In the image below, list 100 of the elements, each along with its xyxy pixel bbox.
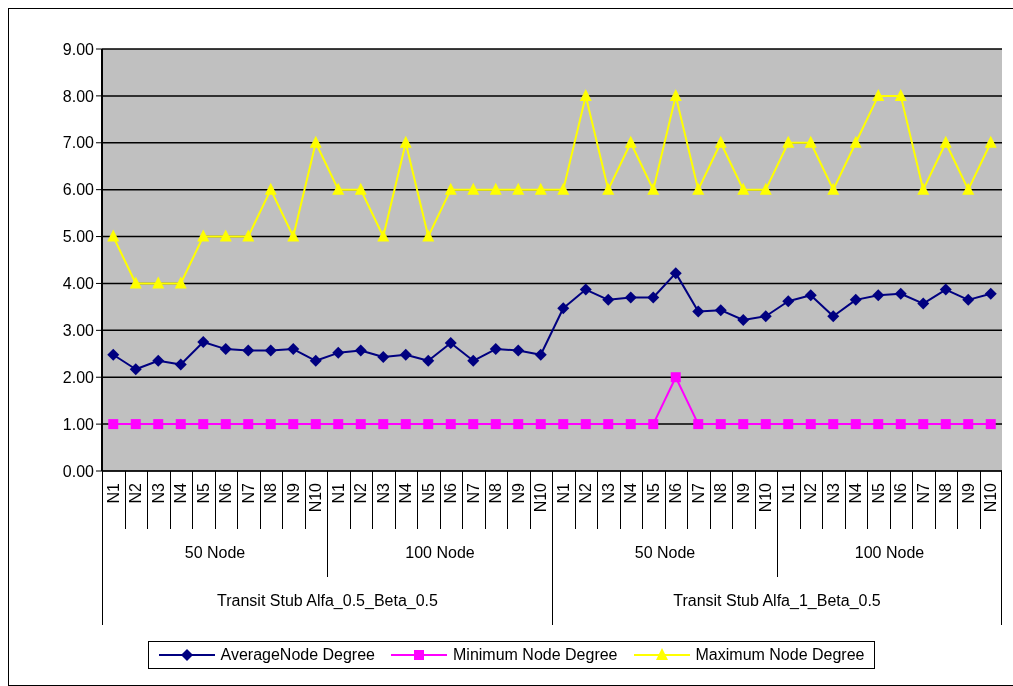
x-tick-label: N4 [847, 482, 865, 504]
point [242, 344, 255, 357]
x-tick-label: N2 [352, 482, 370, 504]
point [917, 182, 930, 195]
point [692, 305, 705, 318]
point [579, 283, 592, 296]
y-tick-label: 7.00 [62, 134, 95, 152]
point [219, 229, 232, 242]
x-tick-label: N4 [397, 482, 415, 504]
legend-label: Minimum Node Degree [453, 646, 618, 664]
x-tick-label: N8 [487, 482, 505, 504]
point [129, 276, 142, 289]
y-tick-label: 9.00 [62, 40, 95, 58]
y-tick-label: 2.00 [62, 368, 95, 386]
point [580, 419, 591, 430]
point [467, 354, 480, 367]
x-tick-label: N6 [217, 482, 235, 504]
x-tick-label: N3 [824, 482, 842, 504]
point [603, 419, 614, 430]
point [828, 419, 839, 430]
point [714, 304, 727, 317]
point [309, 135, 322, 148]
point [783, 419, 794, 430]
point [738, 419, 749, 430]
text: 50 Node [552, 529, 777, 577]
point [264, 344, 277, 357]
point [468, 419, 479, 430]
point [804, 135, 817, 148]
point [669, 267, 682, 280]
x-tick-label: N2 [127, 482, 145, 504]
point [287, 229, 300, 242]
x-tick-label: N7 [689, 482, 707, 504]
point [175, 419, 186, 430]
point [399, 348, 412, 361]
point [377, 351, 390, 364]
x-tick-label: N3 [149, 482, 167, 504]
point [669, 88, 682, 101]
point [624, 135, 637, 148]
point [693, 419, 704, 430]
point [939, 135, 952, 148]
point [624, 291, 637, 304]
x-tick-label: N9 [734, 482, 752, 504]
y-tick-label: 0.00 [62, 462, 95, 480]
point [714, 135, 727, 148]
point [647, 291, 660, 304]
point [894, 88, 907, 101]
x-tick-label: N1 [779, 482, 797, 504]
point [804, 289, 817, 302]
x-tick-label: N4 [172, 482, 190, 504]
point [354, 344, 367, 357]
x-tick-label: N4 [622, 482, 640, 504]
point [197, 336, 210, 349]
point [265, 419, 276, 430]
x-tick-label: N8 [712, 482, 730, 504]
point [332, 182, 345, 195]
point [198, 419, 209, 430]
y-tick-label: 3.00 [62, 322, 95, 340]
point [309, 354, 322, 367]
point [894, 287, 907, 300]
point [873, 419, 884, 430]
point [535, 419, 546, 430]
point [107, 348, 120, 361]
point [984, 135, 997, 148]
x-tick-label: N1 [104, 482, 122, 504]
point [333, 419, 344, 430]
legend-label: AverageNode Degree [220, 646, 375, 664]
point [108, 419, 119, 430]
point [534, 348, 547, 361]
point [557, 302, 570, 315]
point [940, 419, 951, 430]
x-tick-label: N8 [262, 482, 280, 504]
point [782, 135, 795, 148]
point [647, 182, 660, 195]
x-tick-label: N7 [239, 482, 257, 504]
point [130, 419, 141, 430]
x-tick-label: N10 [307, 482, 325, 513]
x-tick-label: N1 [329, 482, 347, 504]
point [759, 182, 772, 195]
point [399, 135, 412, 148]
point [400, 419, 411, 430]
point [197, 229, 210, 242]
x-tick-label: N1 [554, 482, 572, 504]
point [422, 354, 435, 367]
point [715, 419, 726, 430]
point [288, 419, 299, 430]
point [670, 372, 681, 383]
point [354, 182, 367, 195]
point [737, 314, 750, 327]
x-tick-label: N9 [509, 482, 527, 504]
x-tick-label: N10 [532, 482, 550, 513]
x-tick-label: N3 [599, 482, 617, 504]
point [219, 343, 232, 356]
x-tick-label: N6 [442, 482, 460, 504]
y-tick-label: 4.00 [62, 275, 95, 293]
point [737, 182, 750, 195]
y-tick-label: 6.00 [62, 181, 95, 199]
text: Transit Stub Alfa_0.5_Beta_0.5 [102, 577, 552, 625]
point [512, 182, 525, 195]
point [467, 182, 480, 195]
point [264, 182, 277, 195]
